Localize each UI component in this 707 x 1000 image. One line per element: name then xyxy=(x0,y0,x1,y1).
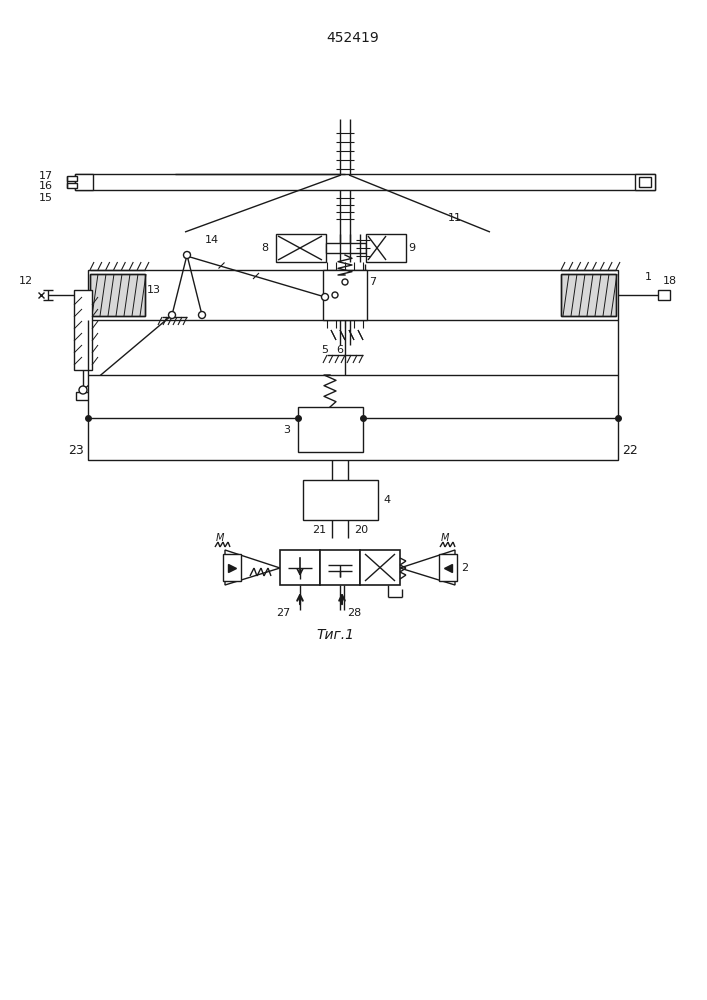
Bar xyxy=(326,243,366,253)
Bar xyxy=(366,234,406,262)
Text: 14: 14 xyxy=(205,235,219,245)
Text: 1: 1 xyxy=(645,272,651,282)
Text: 452419: 452419 xyxy=(327,31,380,45)
Circle shape xyxy=(184,251,190,258)
Bar xyxy=(320,550,360,585)
Text: 2: 2 xyxy=(462,563,469,573)
Text: 23: 23 xyxy=(69,444,84,456)
Text: 16: 16 xyxy=(39,181,53,191)
Bar xyxy=(67,176,77,181)
Text: 6: 6 xyxy=(337,345,344,355)
Circle shape xyxy=(342,279,348,285)
Bar xyxy=(635,174,655,190)
Circle shape xyxy=(199,312,206,318)
Text: 27: 27 xyxy=(276,608,290,618)
Text: 17: 17 xyxy=(39,171,53,181)
Bar xyxy=(88,375,618,460)
Bar xyxy=(561,274,616,316)
Bar xyxy=(303,480,378,520)
Bar xyxy=(223,554,241,581)
Text: 21: 21 xyxy=(312,525,326,535)
Text: 20: 20 xyxy=(354,525,368,535)
Bar xyxy=(88,270,618,320)
Text: 11: 11 xyxy=(448,213,462,223)
Bar xyxy=(76,392,90,400)
Bar xyxy=(360,550,400,585)
Bar xyxy=(323,270,367,320)
Bar xyxy=(90,274,145,316)
Text: 28: 28 xyxy=(347,608,361,618)
Bar xyxy=(561,274,616,316)
Bar xyxy=(74,290,92,370)
Text: 3: 3 xyxy=(283,425,290,435)
Bar xyxy=(658,290,670,300)
Text: M: M xyxy=(216,533,224,543)
Circle shape xyxy=(322,294,329,300)
Circle shape xyxy=(79,386,87,394)
Bar xyxy=(75,174,93,190)
Circle shape xyxy=(168,312,175,318)
Bar xyxy=(75,174,655,190)
Text: 7: 7 xyxy=(370,277,377,287)
Bar xyxy=(90,274,145,316)
Text: 18: 18 xyxy=(663,276,677,286)
Bar xyxy=(439,554,457,581)
Text: 13: 13 xyxy=(147,285,161,295)
Bar xyxy=(280,550,320,585)
Text: 8: 8 xyxy=(261,243,268,253)
Bar xyxy=(67,183,77,188)
Bar xyxy=(298,407,363,452)
Text: 9: 9 xyxy=(409,243,416,253)
Text: 12: 12 xyxy=(19,276,33,286)
Circle shape xyxy=(332,292,338,298)
Text: 4: 4 xyxy=(383,495,390,505)
Bar xyxy=(276,234,326,262)
Text: Τиг.1: Τиг.1 xyxy=(316,628,354,642)
Text: M: M xyxy=(440,533,449,543)
Text: 22: 22 xyxy=(622,444,638,456)
Text: 5: 5 xyxy=(322,345,329,355)
Bar xyxy=(639,177,651,187)
Text: 15: 15 xyxy=(39,193,53,203)
